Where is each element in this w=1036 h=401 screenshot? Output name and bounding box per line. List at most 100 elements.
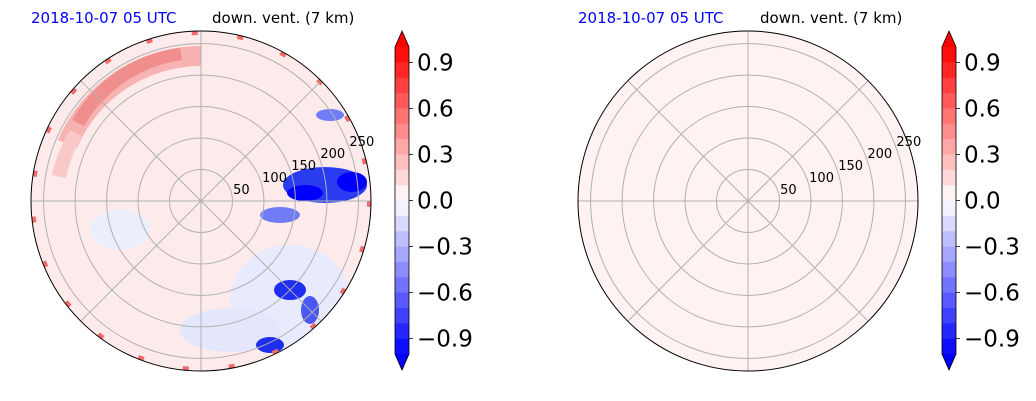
right-colorbar-level [942,215,956,232]
left-radial-labels: 50 100 150 200 250 [233,135,374,198]
right-radial-label-150: 150 [838,159,863,174]
left-colorbar-level [395,139,409,155]
right-colorbar-level [942,169,956,186]
left-colorbar-tick-label: 0.0 [417,189,454,215]
left-colorbar-outline [394,30,410,371]
panel-left: 2018-10-07 05 UTC down. vent. (7 km) [30,9,473,372]
right-colorbar-level [942,246,956,263]
right-radial-labels: 50 100 150 200 250 [780,135,921,198]
left-colorbar-tick-label: 0.6 [417,96,454,122]
left-date-label: 2018-10-07 05 UTC [31,9,177,27]
right-colorbar-level [942,338,956,355]
right-grid-spoke-315 [747,200,869,322]
right-radial-label-50: 50 [780,183,797,198]
right-colorbar-extend-min [942,354,956,370]
left-negative-east-trail [260,207,300,223]
right-colorbar-tick-label: 0.0 [964,189,1001,215]
right-colorbar-level [942,154,956,171]
left-colorbar-level [395,47,409,63]
right-colorbar-tick-label: −0.6 [964,281,1020,307]
left-colorbar-tick-label: 0.3 [417,142,454,168]
left-positive-band-core [72,48,182,126]
left-radial-label-200: 200 [320,147,345,162]
left-colorbar-tick-label: −0.9 [417,327,473,353]
left-colorbar-level [395,261,409,278]
left-colorbar-level [395,154,409,171]
right-colorbar-level [942,123,956,140]
right-colorbar [941,30,957,371]
right-colorbar-level [942,200,956,217]
right-colorbar-level [942,185,956,201]
panel-right: 2018-10-07 05 UTC down. vent. (7 km) 50 1… [577,9,1020,372]
left-strong-negative-east-core [287,185,323,201]
left-colorbar-level [395,338,409,355]
left-radial-label-250: 250 [349,135,374,150]
right-title: down. vent. (7 km) [760,9,902,27]
left-colorbar-level [395,323,409,340]
right-colorbar-level [942,77,956,94]
left-colorbar-level [395,93,409,109]
left-polar-frame [30,30,372,372]
left-colorbar-extend-min [395,354,409,370]
right-colorbar-outline [941,30,957,371]
right-colorbar-level [942,292,956,309]
right-colorbar-level [942,261,956,278]
left-colorbar-level [395,277,409,294]
right-radial-label-100: 100 [809,171,834,186]
left-radial-label-100: 100 [262,171,287,186]
right-date-label: 2018-10-07 05 UTC [578,9,724,27]
right-colorbar-extend-max [942,31,956,47]
right-colorbar-tick-label: −0.3 [964,235,1020,261]
right-colorbar-ticks: 0.9 0.6 0.3 0.0 −0.3 −0.6 −0.9 [956,50,1020,353]
right-radial-label-200: 200 [867,147,892,162]
right-radial-label-250: 250 [896,135,921,150]
left-grid-spoke-45 [200,80,322,202]
left-colorbar-level [395,231,409,248]
left-grid [31,31,371,371]
left-grid-spoke-315 [200,200,322,322]
right-polar-frame [577,30,919,372]
left-strong-negative-south [256,337,284,353]
right-colorbar-tick-label: 0.3 [964,142,1001,168]
right-grid-spoke-225 [627,200,749,322]
left-strong-negative-east-edge [337,172,367,192]
left-colorbar-tick-label: −0.6 [417,281,473,307]
right-colorbar-level [942,277,956,294]
left-colorbar-level [395,62,409,79]
right-colorbar-level [942,139,956,155]
left-colorbar-level [395,169,409,186]
left-colorbar-tick-label: −0.3 [417,235,473,261]
right-colorbar-level [942,323,956,340]
right-grid-spoke-45 [747,80,869,202]
left-title: down. vent. (7 km) [212,9,354,27]
left-grid-spoke-135 [80,80,202,202]
right-colorbar-level [942,93,956,109]
left-colorbar-level [395,215,409,232]
right-colorbar-tick-label: 0.6 [964,96,1001,122]
right-colorbar-level [942,47,956,63]
left-colorbar-level [395,292,409,309]
right-colorbar-level [942,108,956,125]
left-weak-negative-area-south [180,308,280,352]
left-colorbar-level [395,108,409,125]
right-grid [578,31,918,371]
right-grid-spoke-135 [627,80,749,202]
right-colorbar-tick-label: −0.9 [964,327,1020,353]
left-radial-label-50: 50 [233,183,250,198]
left-colorbar-extend-max [395,31,409,47]
right-colorbar-level [942,307,956,324]
right-colorbar-level [942,62,956,79]
left-colorbar-level [395,200,409,217]
left-colorbar-level [395,185,409,201]
left-positive-band-tail [52,130,82,178]
left-colorbar-level [395,77,409,94]
left-radial-label-150: 150 [291,159,316,174]
left-colorbar-level [395,246,409,263]
left-colorbar-tick-label: 0.9 [417,50,454,76]
left-colorbar-ticks: 0.9 0.6 0.3 0.0 −0.3 −0.6 −0.9 [409,50,473,353]
right-colorbar-level [942,231,956,248]
right-colorbar-tick-label: 0.9 [964,50,1001,76]
left-colorbar-level [395,123,409,140]
left-colorbar [394,30,410,371]
